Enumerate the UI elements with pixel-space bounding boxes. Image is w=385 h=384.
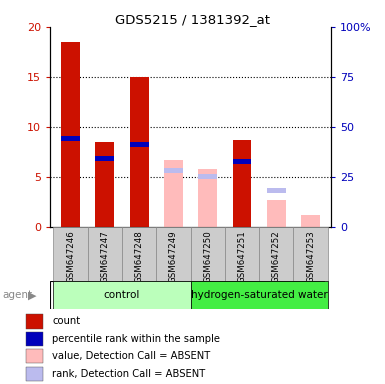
Bar [164,160,183,227]
Text: GSM647246: GSM647246 [66,230,75,283]
Bar [54,227,88,282]
Text: agent: agent [2,290,32,300]
Bar [191,227,225,282]
Bar [27,314,43,329]
Text: GSM647249: GSM647249 [169,230,178,283]
Text: control: control [104,290,140,300]
Bar [259,227,293,282]
Bar [267,189,286,193]
Bar [156,227,191,282]
Text: value, Detection Call = ABSENT: value, Detection Call = ABSENT [52,351,211,361]
Bar [301,215,320,227]
Text: GSM647253: GSM647253 [306,230,315,283]
Bar [27,332,43,346]
Text: GSM647247: GSM647247 [100,230,109,283]
Text: GSM647251: GSM647251 [238,230,246,283]
Bar [88,227,122,282]
Bar [233,140,251,227]
Bar [122,227,156,282]
Bar [198,169,217,227]
Bar [191,281,328,309]
Bar [95,142,114,227]
Bar [225,227,259,282]
Bar [54,281,191,309]
Bar [293,227,328,282]
Bar [95,156,114,161]
Bar [233,159,251,164]
Text: ▶: ▶ [28,290,36,300]
Text: percentile rank within the sample: percentile rank within the sample [52,334,220,344]
Text: count: count [52,316,80,326]
Bar [267,200,286,227]
Bar [61,136,80,141]
Bar [27,349,43,363]
Text: rank, Detection Call = ABSENT: rank, Detection Call = ABSENT [52,369,206,379]
Bar [130,77,149,227]
Text: GDS5215 / 1381392_at: GDS5215 / 1381392_at [115,13,270,26]
Bar [27,367,43,381]
Bar [130,142,149,147]
Text: GSM647250: GSM647250 [203,230,212,283]
Bar [198,174,217,179]
Text: GSM647252: GSM647252 [272,230,281,283]
Bar [164,169,183,173]
Bar [61,42,80,227]
Text: GSM647248: GSM647248 [135,230,144,283]
Text: hydrogen-saturated water: hydrogen-saturated water [191,290,328,300]
